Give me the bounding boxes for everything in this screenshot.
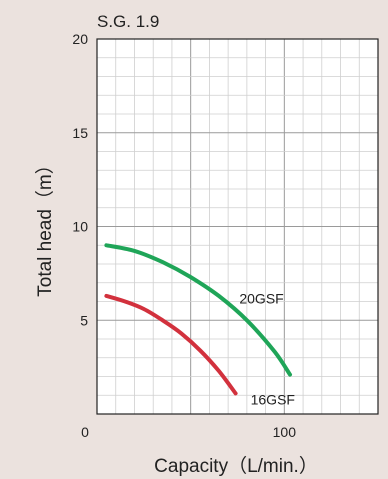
plot-frame bbox=[96, 38, 379, 415]
y-tick-label: 20 bbox=[72, 31, 88, 47]
series-line-16gsf bbox=[104, 293, 238, 396]
y-tick-label: 10 bbox=[72, 219, 88, 235]
x-tick-label: 100 bbox=[273, 424, 297, 440]
series-label-16gsf: 16GSF bbox=[251, 392, 295, 408]
chart-title: S.G. 1.9 bbox=[97, 12, 159, 31]
y-tick-label: 5 bbox=[80, 312, 88, 328]
y-axis-title: Total head（m） bbox=[34, 155, 56, 297]
series-line-20gsf bbox=[104, 243, 292, 377]
series-label-20gsf: 20GSF bbox=[239, 290, 283, 306]
y-tick-labels: 5 10 15 20 bbox=[72, 31, 88, 328]
x-tick-labels: 0 100 bbox=[81, 424, 296, 440]
series-labels: 20GSF 16GSF bbox=[239, 290, 295, 407]
x-axis-title: Capacity（L/min.） bbox=[154, 455, 318, 477]
grid-lines bbox=[97, 39, 378, 414]
series-lines bbox=[104, 243, 292, 396]
y-tick-label: 15 bbox=[72, 125, 88, 141]
x-tick-label: 0 bbox=[81, 424, 89, 440]
